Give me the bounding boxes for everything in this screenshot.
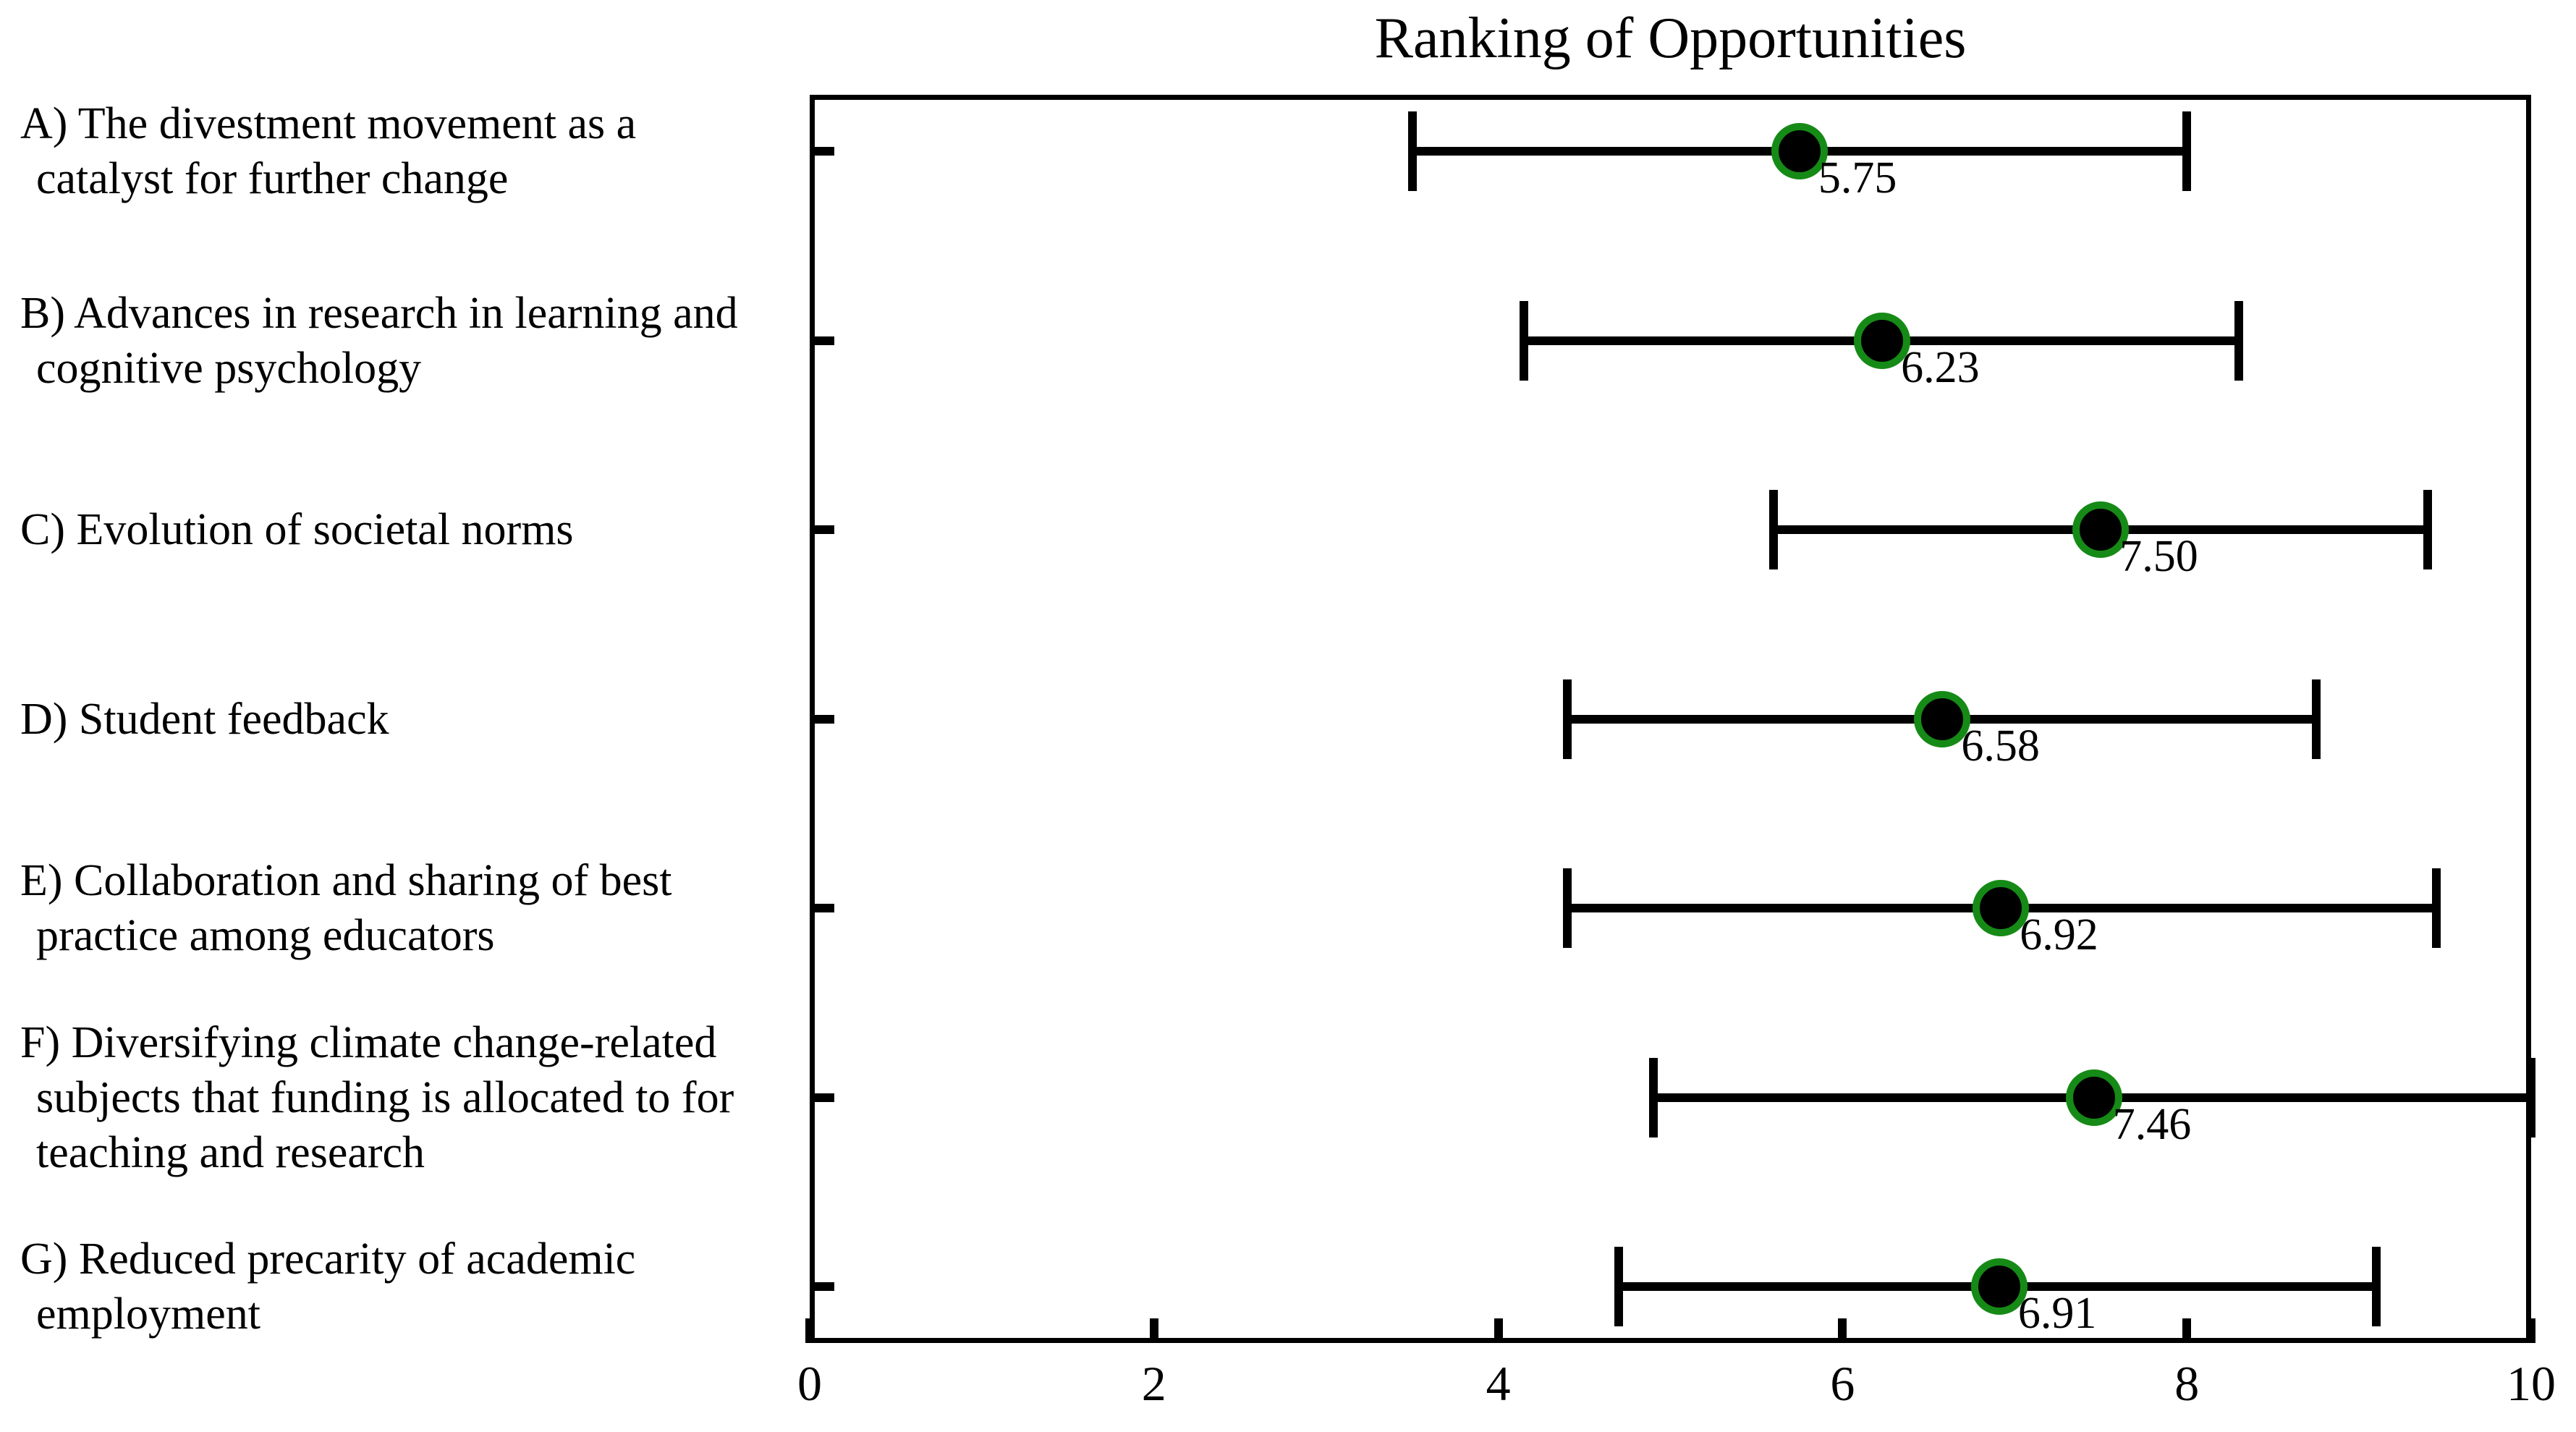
data-point-marker (1973, 880, 2030, 936)
category-label-c: C) Evolution of societal norms (20, 502, 574, 557)
category-label-line: E) Collaboration and sharing of best (20, 856, 672, 905)
category-label-line: catalyst for further change (36, 154, 509, 203)
category-label-line: practice among educators (36, 911, 495, 960)
category-label-line: A) The divestment movement as a (20, 99, 637, 148)
error-bar-cap-left (1614, 1247, 1624, 1326)
error-bar-cap-right (2182, 111, 2192, 191)
y-axis-tick-b (810, 336, 834, 345)
data-point-marker (1970, 1258, 2028, 1315)
category-label-g: G) Reduced precarity of academic employme… (20, 1232, 635, 1342)
y-axis-tick-g (810, 1282, 834, 1291)
value-label: 7.50 (2119, 532, 2198, 581)
x-axis-tick (1149, 1318, 1158, 1343)
data-point-marker (1854, 312, 1911, 369)
category-label-line: B) Advances in research in learning and (20, 288, 738, 338)
x-axis-tick-label: 10 (2507, 1356, 2556, 1411)
x-axis-tick (1494, 1318, 1503, 1343)
y-axis-tick-d (810, 714, 834, 724)
error-bar-cap-left (1520, 300, 1529, 381)
category-label-a: A) The divestment movement as a catalyst … (20, 96, 636, 206)
value-label: 5.75 (1818, 153, 1897, 203)
category-label-line: employment (36, 1289, 260, 1339)
x-axis-tick-label: 8 (2174, 1356, 2200, 1411)
error-bar-cap-left (1648, 1057, 1658, 1137)
error-bar-cap-right (2311, 679, 2321, 759)
error-bar-cap-left (1562, 868, 1572, 948)
value-label: 6.91 (2017, 1289, 2097, 1338)
error-bar-cap-right (2423, 490, 2433, 569)
y-axis-tick-a (810, 147, 834, 156)
category-label-line: F) Diversifying climate change-related (20, 1017, 717, 1067)
data-point-marker (2065, 1069, 2122, 1126)
category-label-line: cognitive psychology (36, 343, 422, 393)
category-label-e: E) Collaboration and sharing of best prac… (20, 853, 672, 963)
x-axis-tick (2182, 1318, 2192, 1343)
data-point-marker (1914, 690, 1971, 747)
x-axis-tick-label: 0 (797, 1356, 822, 1411)
x-axis-tick (1838, 1318, 1847, 1343)
error-bar-cap-left (1769, 490, 1779, 569)
x-axis-tick-label: 6 (1830, 1356, 1855, 1411)
value-label: 6.92 (2020, 910, 2098, 959)
x-axis-tick-label: 2 (1141, 1356, 1166, 1411)
x-axis-tick (2527, 1318, 2535, 1343)
category-label-line: subjects that funding is allocated to fo… (36, 1072, 734, 1122)
category-label-b: B) Advances in research in learning and c… (20, 286, 738, 396)
y-axis-tick-c (810, 525, 834, 534)
category-label-d: D) Student feedback (20, 692, 389, 747)
category-label-line: C) Evolution of societal norms (20, 505, 574, 554)
value-label: 6.58 (1961, 721, 2040, 771)
error-bar-cap-left (1407, 111, 1417, 191)
y-axis-tick-e (810, 904, 834, 912)
x-axis-tick (805, 1318, 814, 1343)
error-bar-cap-left (1562, 679, 1572, 759)
category-label-line: G) Reduced precarity of academic (20, 1234, 636, 1284)
category-label-line: D) Student feedback (20, 694, 389, 744)
category-label-f: F) Diversifying climate change-related su… (20, 1015, 734, 1180)
error-bar-cap-right (2527, 1057, 2535, 1137)
data-point-marker (2072, 501, 2130, 558)
error-bar-cap-right (2371, 1247, 2381, 1326)
value-label: 7.46 (2112, 1099, 2192, 1149)
category-label-line: teaching and research (36, 1127, 425, 1177)
data-point-marker (1771, 123, 1828, 179)
chart-title: Ranking of Opportunities (1374, 7, 1967, 70)
y-axis-tick-f (810, 1093, 834, 1102)
error-bar-cap-right (2432, 868, 2441, 948)
x-axis-tick-label: 4 (1486, 1356, 1511, 1411)
value-label: 6.23 (1901, 342, 1980, 392)
error-bar-cap-right (2234, 300, 2243, 381)
